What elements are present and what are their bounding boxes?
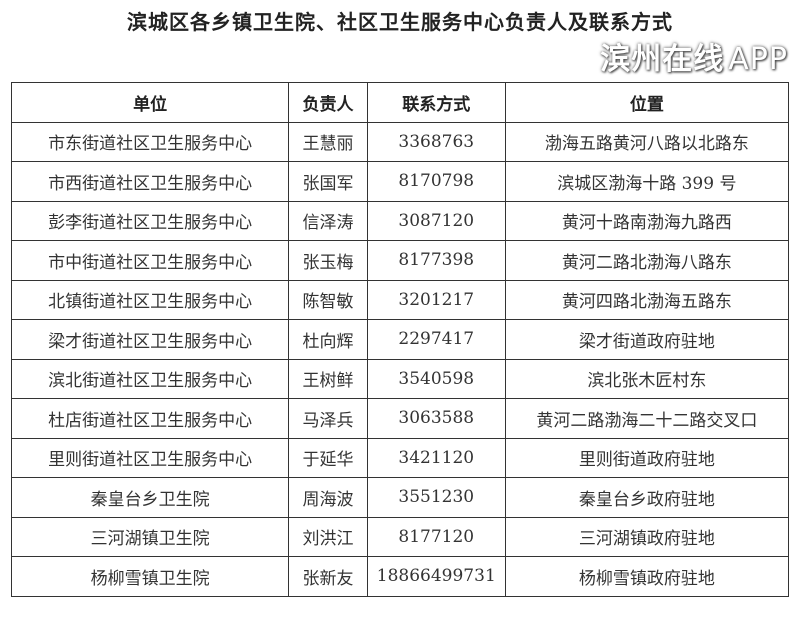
table-row: 北镇街道社区卫生服务中心 陈智敏 3201217 黄河四路北渤海五路东 <box>10 279 790 320</box>
table-row: 三河湖镇卫生院 刘洪江 8177120 三河湖镇政府驻地 <box>10 516 790 557</box>
watermark-text: 滨州在线 <box>600 42 725 77</box>
person-cell: 刘洪江 <box>288 516 368 557</box>
table-header-row: 单位 负责人 联系方式 位置 <box>10 82 790 123</box>
location-cell: 里则街道政府驻地 <box>504 437 790 478</box>
watermark-logo: 滨州在线 APP <box>600 40 788 80</box>
page-title: 滨城区各乡镇卫生院、社区卫生服务中心负责人及联系方式 <box>127 10 673 34</box>
table-row: 滨北街道社区卫生服务中心 王树鲜 3540598 滨北张木匠村东 <box>10 358 790 399</box>
person-cell: 信泽涛 <box>288 200 368 241</box>
unit-cell: 彭李街道社区卫生服务中心 <box>10 200 290 241</box>
header-unit: 单位 <box>10 82 290 123</box>
table-row: 市西街道社区卫生服务中心 张国军 8170798 滨城区渤海十路 399 号 <box>10 161 790 202</box>
person-cell: 马泽兵 <box>288 398 368 439</box>
header-contact: 联系方式 <box>366 82 506 123</box>
header-location: 位置 <box>504 82 790 123</box>
table-row: 市中街道社区卫生服务中心 张玉梅 8177398 黄河二路北渤海八路东 <box>10 240 790 281</box>
person-cell: 王树鲜 <box>288 358 368 399</box>
unit-cell: 梁才街道社区卫生服务中心 <box>10 319 290 360</box>
contact-cell: 8177398 <box>366 240 506 281</box>
unit-cell: 三河湖镇卫生院 <box>10 516 290 557</box>
person-cell: 王慧丽 <box>288 121 368 162</box>
contact-cell: 2297417 <box>366 319 506 360</box>
location-cell: 杨柳雪镇政府驻地 <box>504 556 790 597</box>
unit-cell: 滨北街道社区卫生服务中心 <box>10 358 290 399</box>
contact-cell: 8170798 <box>366 161 506 202</box>
unit-cell: 里则街道社区卫生服务中心 <box>10 437 290 478</box>
location-cell: 滨北张木匠村东 <box>504 358 790 399</box>
watermark-suffix: APP <box>728 42 788 77</box>
table-row: 里则街道社区卫生服务中心 于延华 3421120 里则街道政府驻地 <box>10 437 790 478</box>
person-cell: 张新友 <box>288 556 368 597</box>
location-cell: 滨城区渤海十路 399 号 <box>504 161 790 202</box>
unit-cell: 杜店街道社区卫生服务中心 <box>10 398 290 439</box>
table-row: 彭李街道社区卫生服务中心 信泽涛 3087120 黄河十路南渤海九路西 <box>10 200 790 241</box>
table-row: 市东街道社区卫生服务中心 王慧丽 3368763 渤海五路黄河八路以北路东 <box>10 121 790 162</box>
unit-cell: 秦皇台乡卫生院 <box>10 477 290 518</box>
unit-cell: 市东街道社区卫生服务中心 <box>10 121 290 162</box>
contact-cell: 8177120 <box>366 516 506 557</box>
table-row: 杨柳雪镇卫生院 张新友 18866499731 杨柳雪镇政府驻地 <box>10 556 790 597</box>
location-cell: 黄河十路南渤海九路西 <box>504 200 790 241</box>
header-person: 负责人 <box>288 82 368 123</box>
contact-cell: 3368763 <box>366 121 506 162</box>
location-cell: 黄河二路渤海二十二路交叉口 <box>504 398 790 439</box>
location-cell: 黄河四路北渤海五路东 <box>504 279 790 320</box>
location-cell: 渤海五路黄河八路以北路东 <box>504 121 790 162</box>
location-cell: 梁才街道政府驻地 <box>504 319 790 360</box>
unit-cell: 市西街道社区卫生服务中心 <box>10 161 290 202</box>
contact-cell: 3063588 <box>366 398 506 439</box>
location-cell: 秦皇台乡政府驻地 <box>504 477 790 518</box>
person-cell: 周海波 <box>288 477 368 518</box>
table-row: 秦皇台乡卫生院 周海波 3551230 秦皇台乡政府驻地 <box>10 477 790 518</box>
contact-cell: 3421120 <box>366 437 506 478</box>
table-row: 梁才街道社区卫生服务中心 杜向辉 2297417 梁才街道政府驻地 <box>10 319 790 360</box>
person-cell: 张国军 <box>288 161 368 202</box>
unit-cell: 杨柳雪镇卫生院 <box>10 556 290 597</box>
person-cell: 杜向辉 <box>288 319 368 360</box>
unit-cell: 北镇街道社区卫生服务中心 <box>10 279 290 320</box>
contact-cell: 3540598 <box>366 358 506 399</box>
contact-cell: 18866499731 <box>366 556 506 597</box>
location-cell: 黄河二路北渤海八路东 <box>504 240 790 281</box>
contact-cell: 3087120 <box>366 200 506 241</box>
person-cell: 张玉梅 <box>288 240 368 281</box>
person-cell: 于延华 <box>288 437 368 478</box>
table-row: 杜店街道社区卫生服务中心 马泽兵 3063588 黄河二路渤海二十二路交叉口 <box>10 398 790 439</box>
contact-cell: 3551230 <box>366 477 506 518</box>
contact-cell: 3201217 <box>366 279 506 320</box>
location-cell: 三河湖镇政府驻地 <box>504 516 790 557</box>
table-body: 市东街道社区卫生服务中心 王慧丽 3368763 渤海五路黄河八路以北路东 市西街道社区… <box>10 121 790 597</box>
unit-cell: 市中街道社区卫生服务中心 <box>10 240 290 281</box>
person-cell: 陈智敏 <box>288 279 368 320</box>
contact-table: 单位 负责人 联系方式 位置 市东街道社区卫生服务中心 王慧丽 3368763 渤海五… <box>10 82 790 597</box>
